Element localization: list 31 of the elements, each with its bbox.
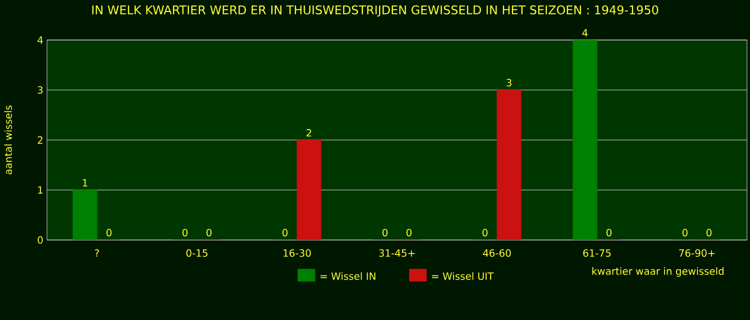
- data-label: 0: [282, 228, 288, 236]
- legend-label: = Wissel IN: [320, 272, 376, 280]
- y-tick-label: 3: [38, 86, 43, 94]
- chart-title: IN WELK KWARTIER WERD ER IN THUISWEDSTRIJDEN GEWISSELD IN HET SEIZOEN : 1949-1950: [92, 5, 658, 17]
- y-tick-label: 1: [38, 186, 42, 194]
- data-label: 0: [706, 228, 712, 236]
- data-label: 0: [482, 228, 488, 236]
- data-label: 0: [606, 228, 612, 236]
- x-tick-label: 76-90+: [679, 249, 715, 257]
- data-label: 0: [382, 228, 388, 236]
- x-tick-label: 46-60: [483, 249, 511, 257]
- data-label: 0: [206, 228, 212, 236]
- data-label: 0: [182, 228, 188, 236]
- x-tick-label: 16-30: [284, 249, 311, 257]
- data-label: 0: [406, 228, 412, 236]
- data-label: 1: [82, 179, 88, 186]
- y-tick-label: 2: [38, 136, 42, 144]
- x-tick-label: 31-45+: [379, 249, 415, 257]
- x-axis-title: kwartier waar in gewisseld: [592, 267, 724, 277]
- data-label: 0: [106, 228, 112, 236]
- data-label: 3: [506, 78, 512, 86]
- legend-label: = Wissel UIT: [432, 272, 494, 280]
- y-tick-label: 4: [38, 36, 43, 44]
- y-axis-title: aantal wissels: [4, 106, 12, 174]
- y-tick-label: 0: [38, 236, 43, 244]
- x-tick-label: ?: [95, 249, 99, 257]
- x-tick-label: 0-15: [186, 249, 208, 257]
- x-tick-label: 61-75: [583, 249, 611, 257]
- data-label: 4: [582, 29, 588, 36]
- data-label: 2: [306, 129, 312, 136]
- data-label: 0: [682, 228, 688, 236]
